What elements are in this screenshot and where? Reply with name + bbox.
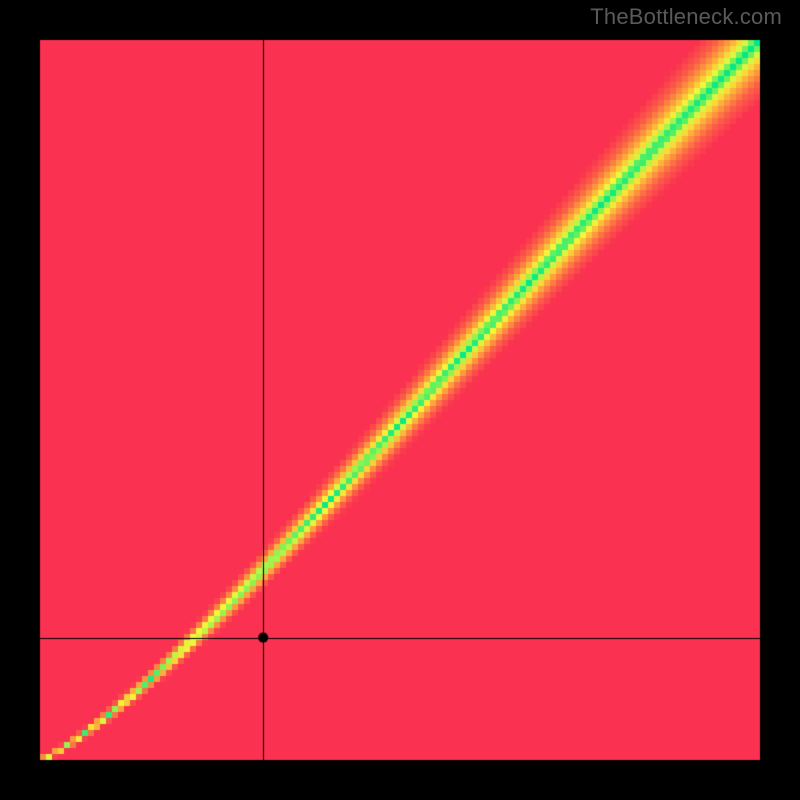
watermark-label: TheBottleneck.com xyxy=(590,4,782,30)
chart-container: TheBottleneck.com xyxy=(0,0,800,800)
heatmap-canvas xyxy=(0,0,800,800)
